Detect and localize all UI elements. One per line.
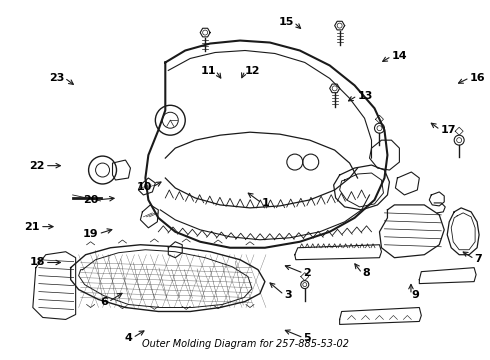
- Text: 9: 9: [411, 290, 419, 300]
- Text: 8: 8: [362, 268, 370, 278]
- Text: 18: 18: [29, 257, 45, 267]
- Text: 14: 14: [392, 51, 407, 61]
- Text: 19: 19: [83, 229, 98, 239]
- Text: 22: 22: [29, 161, 45, 171]
- Text: 7: 7: [474, 254, 482, 264]
- Text: 12: 12: [245, 66, 261, 76]
- Text: 3: 3: [284, 290, 292, 300]
- Text: 23: 23: [49, 73, 64, 83]
- Text: 4: 4: [125, 333, 133, 343]
- Text: 1: 1: [262, 198, 270, 208]
- Text: 21: 21: [24, 222, 40, 231]
- Text: 20: 20: [83, 195, 98, 205]
- Text: 5: 5: [304, 333, 311, 343]
- Text: 13: 13: [357, 91, 372, 101]
- Text: Outer Molding Diagram for 257-885-53-02: Outer Molding Diagram for 257-885-53-02: [142, 339, 348, 349]
- Text: 6: 6: [100, 297, 108, 307]
- Text: 16: 16: [469, 73, 485, 83]
- Text: 2: 2: [304, 268, 311, 278]
- Text: 15: 15: [278, 17, 294, 27]
- Text: 10: 10: [137, 182, 152, 192]
- Text: 11: 11: [200, 66, 216, 76]
- Text: 17: 17: [440, 125, 456, 135]
